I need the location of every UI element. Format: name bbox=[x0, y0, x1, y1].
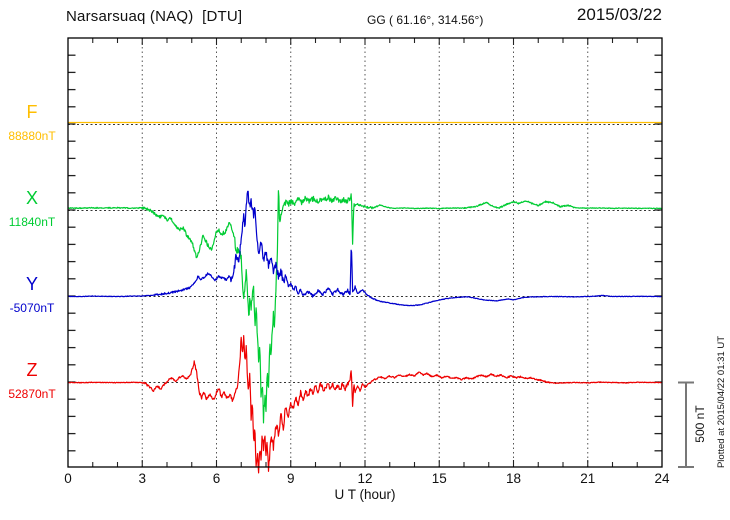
scale-bar-label: 500 nT bbox=[693, 405, 707, 443]
x-tick-label-24: 24 bbox=[654, 471, 670, 486]
series-baseline-value-Y: -5070nT bbox=[9, 300, 55, 315]
x-tick-label-15: 15 bbox=[431, 471, 447, 486]
x-tick-label-9: 9 bbox=[286, 471, 295, 486]
series-label-Y: Y bbox=[25, 273, 38, 294]
plot-date: 2015/03/22 bbox=[576, 5, 662, 24]
x-tick-label-6: 6 bbox=[212, 471, 221, 486]
trace-Z bbox=[67, 335, 663, 474]
x-axis-label: U T (hour) bbox=[334, 487, 396, 502]
series-baseline-value-F: 88880nT bbox=[8, 128, 56, 143]
x-tick-label-0: 0 bbox=[64, 471, 72, 486]
series-baseline-value-Z: 52870nT bbox=[8, 386, 56, 401]
series-label-Z: Z bbox=[26, 359, 38, 380]
x-tick-label-18: 18 bbox=[505, 471, 522, 486]
series-label-F: F bbox=[26, 101, 38, 122]
trace-Y bbox=[67, 190, 663, 307]
station-title: Narsarsuaq (NAQ) [DTU] bbox=[66, 8, 243, 25]
trace-X bbox=[67, 190, 663, 424]
x-tick-label-3: 3 bbox=[138, 471, 146, 486]
plotted-at-note: Plotted at 2015/04/22 01:31 UT bbox=[716, 335, 727, 469]
x-tick-label-21: 21 bbox=[580, 471, 596, 486]
series-baseline-value-X: 11840nT bbox=[8, 214, 56, 229]
x-tick-label-12: 12 bbox=[357, 471, 373, 486]
plot-frame bbox=[67, 37, 663, 468]
series-label-X: X bbox=[25, 187, 38, 208]
geographic-coords: GG ( 61.16°, 314.56°) bbox=[367, 13, 484, 27]
